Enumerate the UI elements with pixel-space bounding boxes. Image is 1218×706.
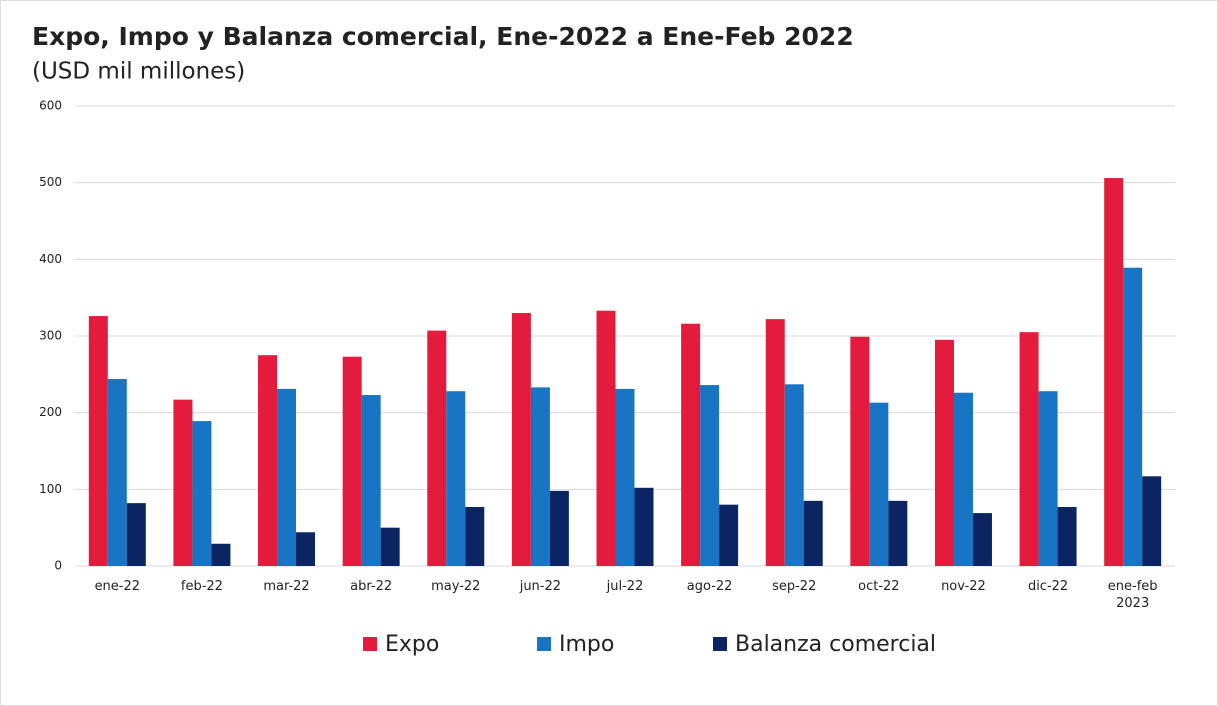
bar bbox=[850, 336, 870, 566]
bar bbox=[361, 395, 381, 566]
bar bbox=[1142, 476, 1162, 566]
x-tick-label: mar-22 bbox=[263, 579, 310, 594]
bar bbox=[1123, 267, 1143, 566]
bar bbox=[88, 316, 108, 566]
y-tick-label: 200 bbox=[39, 405, 62, 419]
bar bbox=[1019, 332, 1039, 566]
bar bbox=[511, 313, 531, 566]
x-tick-label: sep-22 bbox=[772, 579, 817, 594]
chart-title: Expo, Impo y Balanza comercial, Ene-2022… bbox=[32, 22, 854, 51]
bar bbox=[803, 500, 823, 566]
bar bbox=[1038, 391, 1058, 566]
bar bbox=[126, 503, 146, 566]
y-tick-label: 500 bbox=[39, 175, 62, 189]
x-tick-label: ago-22 bbox=[686, 579, 733, 594]
bar bbox=[427, 330, 447, 566]
y-tick-label: 600 bbox=[39, 99, 62, 113]
bar bbox=[1104, 178, 1124, 567]
y-tick-label: 0 bbox=[54, 559, 62, 573]
chart-subtitle: (USD mil millones) bbox=[32, 59, 245, 85]
bar bbox=[296, 532, 316, 566]
bar bbox=[634, 487, 654, 566]
bar bbox=[211, 543, 231, 566]
bar bbox=[258, 355, 278, 566]
bar bbox=[888, 500, 908, 566]
bar bbox=[446, 391, 466, 566]
x-tick-label: nov-22 bbox=[941, 579, 986, 594]
bar bbox=[972, 513, 992, 566]
legend-label: Expo bbox=[385, 632, 439, 657]
bar bbox=[934, 339, 954, 566]
x-tick-label: ene-22 bbox=[94, 579, 141, 594]
bar bbox=[719, 504, 739, 566]
bar bbox=[765, 319, 785, 566]
bar bbox=[380, 527, 400, 566]
legend-swatch bbox=[363, 637, 377, 651]
y-tick-label: 300 bbox=[39, 329, 62, 343]
bar bbox=[549, 490, 569, 566]
x-tick-label: may-22 bbox=[431, 579, 481, 594]
legend-label: Balanza comercial bbox=[735, 632, 936, 657]
legend-swatch bbox=[713, 637, 727, 651]
bar bbox=[530, 387, 550, 566]
legend-swatch bbox=[537, 637, 551, 651]
bar bbox=[277, 388, 297, 566]
x-tick-label: jun-22 bbox=[519, 579, 562, 594]
bar bbox=[615, 388, 635, 566]
x-tick-label: abr-22 bbox=[350, 579, 393, 594]
x-tick-label: ene-feb 2023 bbox=[1107, 579, 1158, 611]
x-tick-label: oct-22 bbox=[858, 579, 900, 594]
bar bbox=[953, 392, 973, 566]
bar bbox=[173, 399, 193, 566]
legend-label: Impo bbox=[559, 632, 614, 657]
bar bbox=[681, 323, 701, 566]
bar bbox=[596, 310, 616, 566]
bar bbox=[1057, 506, 1077, 566]
bar bbox=[465, 506, 485, 566]
y-tick-label: 400 bbox=[39, 252, 62, 266]
x-tick-label: feb-22 bbox=[180, 579, 223, 594]
bar bbox=[784, 384, 804, 566]
x-tick-label: dic-22 bbox=[1027, 579, 1069, 594]
bar bbox=[342, 356, 362, 566]
bar bbox=[869, 402, 889, 566]
bar bbox=[192, 421, 212, 566]
x-tick-label: jul-22 bbox=[606, 579, 644, 594]
y-tick-label: 100 bbox=[39, 482, 62, 496]
bar bbox=[107, 378, 127, 566]
bar bbox=[700, 385, 720, 566]
